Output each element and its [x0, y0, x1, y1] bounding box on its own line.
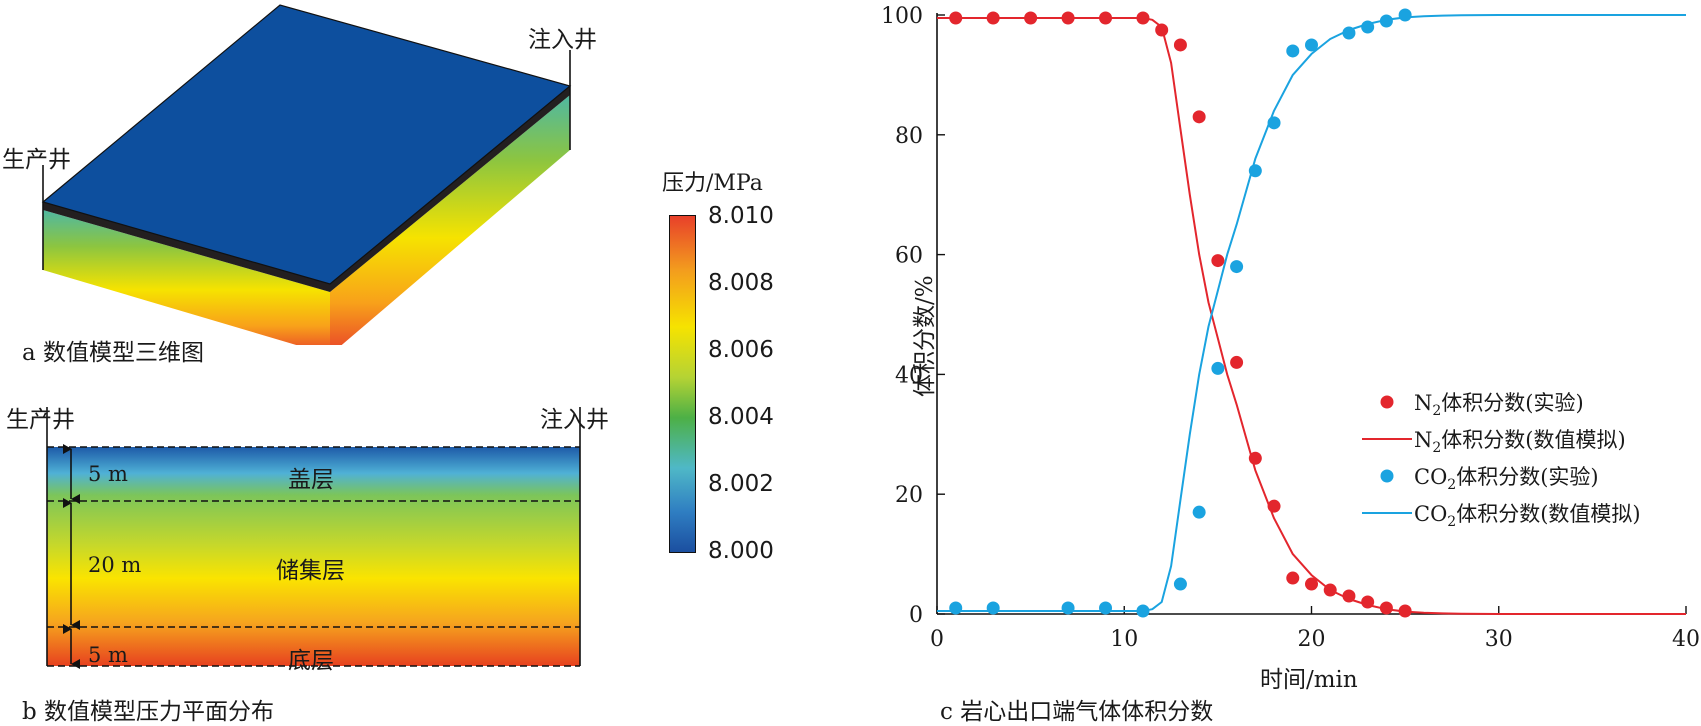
y-tick-label: 20 [895, 483, 923, 508]
y-tick-label: 40 [895, 363, 923, 388]
pressure-plane-fill [47, 447, 580, 666]
data-point-series-2 [1379, 14, 1393, 28]
data-point-series-0 [1211, 254, 1225, 268]
panel-a-injector-label: 注入井 [528, 27, 597, 53]
data-point-series-0 [949, 11, 963, 25]
layer-name-base: 底层 [288, 648, 334, 674]
panel-a-caption: a 数值模型三维图 [22, 340, 205, 366]
y-tick-label: 100 [881, 4, 923, 29]
model-front-face [43, 210, 330, 345]
data-point-series-0 [986, 11, 1000, 25]
data-point-series-2 [1342, 26, 1356, 40]
data-point-series-0 [1398, 604, 1412, 618]
data-point-series-0 [1342, 589, 1356, 603]
series-line-1 [937, 17, 1686, 615]
legend-label: CO2体积分数(实验) [1414, 465, 1599, 493]
data-point-series-0 [1155, 23, 1169, 37]
x-tick-label: 20 [1298, 627, 1326, 652]
data-point-series-2 [1286, 44, 1300, 58]
data-point-series-2 [1192, 505, 1206, 519]
panel-b-injector-label: 注入井 [540, 407, 609, 433]
layer-name-cap: 盖层 [288, 467, 334, 493]
y-tick-label: 60 [895, 244, 923, 269]
data-point-series-2 [1267, 116, 1281, 130]
layer-thickness-base: 5 m [88, 643, 128, 667]
legend-swatch-dot [1380, 469, 1394, 483]
data-point-series-0 [1286, 571, 1300, 585]
data-point-series-2 [1136, 604, 1150, 618]
data-point-series-0 [1379, 601, 1393, 615]
x-tick-label: 10 [1110, 627, 1138, 652]
data-point-series-0 [1305, 577, 1318, 591]
panel-a-3d-model [41, 4, 572, 345]
data-point-series-2 [949, 601, 963, 615]
colorbar-tick: 8.010 [708, 203, 774, 229]
legend-swatch-dot [1380, 395, 1394, 409]
chart-y-label: 体积分数/% [912, 275, 938, 397]
panel-b-producer-label: 生产井 [6, 407, 75, 433]
model-cap-rock [43, 86, 570, 292]
data-point-series-0 [1323, 583, 1337, 597]
data-point-series-0 [1248, 451, 1262, 465]
y-tick-label: 80 [895, 124, 923, 149]
data-point-series-2 [1061, 601, 1075, 615]
data-point-series-2 [986, 601, 1000, 615]
layer-thickness-reservoir: 20 m [88, 553, 142, 577]
colorbar-gradient [669, 215, 696, 553]
y-tick-label: 0 [909, 603, 923, 628]
layer-thickness-cap: 5 m [88, 462, 128, 486]
x-tick-label: 0 [930, 627, 944, 652]
data-point-series-2 [1230, 260, 1244, 274]
model-side-face [330, 95, 570, 345]
data-point-series-0 [1099, 11, 1113, 25]
legend-label: CO2体积分数(数值模拟) [1414, 502, 1641, 530]
legend-label: N2体积分数(实验) [1414, 391, 1584, 419]
panel-c-caption: c 岩心出口端气体体积分数 [940, 699, 1214, 725]
colorbar-title: 压力/MPa [662, 171, 763, 196]
data-point-series-0 [1267, 499, 1281, 513]
x-tick-label: 30 [1485, 627, 1513, 652]
panel-b-caption: b 数值模型压力平面分布 [22, 699, 275, 725]
data-point-series-0 [1173, 38, 1187, 52]
data-point-series-0 [1230, 355, 1244, 369]
layer-name-reservoir: 储集层 [276, 558, 345, 584]
data-point-series-0 [1361, 595, 1375, 609]
legend-label: N2体积分数(数值模拟) [1414, 428, 1626, 456]
data-point-series-0 [1024, 11, 1038, 25]
colorbar-tick: 8.006 [708, 337, 774, 363]
x-tick-label: 40 [1672, 627, 1700, 652]
colorbar-tick: 8.002 [708, 471, 774, 497]
data-point-series-0 [1061, 11, 1075, 25]
chart-x-label: 时间/min [1260, 667, 1358, 693]
colorbar-tick: 8.008 [708, 270, 774, 296]
colorbar-tick: 8.000 [708, 538, 774, 564]
data-point-series-2 [1398, 8, 1412, 22]
series-line-3 [937, 14, 1686, 612]
data-point-series-2 [1211, 361, 1225, 375]
data-point-series-2 [1248, 164, 1262, 178]
data-point-series-0 [1136, 11, 1150, 25]
panel-b-pressure-plane [46, 407, 581, 669]
data-point-series-0 [1192, 110, 1206, 124]
data-point-series-2 [1099, 601, 1113, 615]
data-point-series-2 [1305, 38, 1318, 52]
data-point-series-2 [1173, 577, 1187, 591]
colorbar-tick: 8.004 [708, 404, 774, 430]
panel-a-producer-label: 生产井 [2, 147, 71, 173]
data-point-series-2 [1361, 20, 1375, 34]
